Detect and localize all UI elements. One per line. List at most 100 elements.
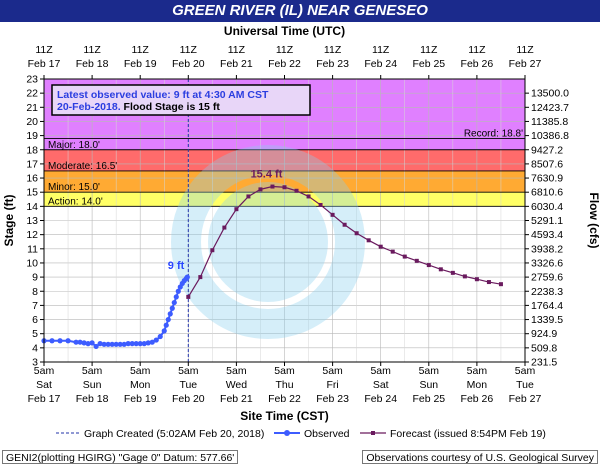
x-tick-day: Thu — [275, 379, 293, 391]
flow-tick-label: 11385.8 — [531, 116, 568, 128]
forecast-point — [462, 274, 467, 279]
flood-category-label: Moderate: 16.5' — [48, 161, 117, 172]
observed-point — [97, 341, 103, 347]
top-x-tick-time: 11Z — [324, 44, 342, 56]
forecast-point — [246, 194, 251, 199]
forecast-point — [270, 184, 275, 189]
top-x-tick-time: 11Z — [35, 44, 53, 56]
top-x-tick-date: Feb 22 — [268, 58, 301, 70]
y-tick-label: 5 — [32, 328, 38, 340]
y-tick-label: 19 — [26, 130, 38, 142]
top-x-tick-date: Feb 25 — [412, 58, 445, 70]
x-tick-date: Feb 17 — [28, 393, 61, 405]
flood-category-label: Action: 14.0' — [48, 196, 103, 207]
y-tick-label: 6 — [32, 314, 38, 326]
legend-forecast-marker — [371, 431, 375, 435]
forecast-point — [294, 188, 299, 193]
x-tick-day: Mon — [130, 379, 151, 391]
x-tick-time: 5am — [226, 365, 247, 377]
observed-point — [89, 340, 95, 346]
x-tick-time: 5am — [34, 365, 55, 377]
forecast-point — [198, 275, 203, 280]
observed-latest-label: 9 ft — [168, 260, 185, 272]
flow-tick-label: 13500.0 — [531, 88, 569, 100]
observed-point — [153, 337, 159, 343]
x-tick-date: Feb 27 — [509, 393, 542, 405]
legend-graph-created: Graph Created (5:02AM Feb 20, 2018) — [84, 428, 264, 440]
latest-observed-text: Latest observed value: 9 ft at 4:30 AM C… — [57, 89, 269, 101]
observed-point — [77, 339, 83, 345]
observed-point — [57, 338, 63, 344]
y-tick-label: 13 — [26, 215, 38, 227]
observed-point — [81, 340, 87, 346]
legend-forecast: Forecast (issued 8:54PM Feb 19) — [390, 428, 546, 440]
forecast-point — [210, 248, 215, 253]
y-tick-label: 22 — [26, 88, 38, 100]
flow-tick-label: 3938.2 — [531, 243, 563, 255]
top-x-tick-date: Feb 19 — [124, 58, 157, 70]
y-tick-label: 9 — [32, 272, 38, 284]
observed-point — [141, 341, 147, 347]
observed-point — [167, 311, 173, 317]
top-x-tick-date: Feb 27 — [509, 58, 542, 70]
forecast-point — [402, 254, 407, 259]
observed-point — [165, 316, 171, 323]
y-tick-label: 18 — [26, 144, 38, 156]
x-tick-day: Sat — [36, 379, 52, 391]
flow-tick-label: 509.8 — [531, 342, 557, 354]
flow-tick-label: 12423.7 — [531, 102, 569, 114]
record-label: Record: 18.8' — [464, 128, 523, 139]
flow-tick-label: 1339.5 — [531, 314, 563, 326]
x-tick-time: 5am — [515, 365, 536, 377]
usgs-credit: Observations courtesy of U.S. Geological… — [362, 450, 598, 464]
top-x-tick-date: Feb 26 — [461, 58, 494, 70]
observed-point — [171, 299, 177, 306]
observed-point — [175, 288, 181, 294]
y-tick-label: 14 — [26, 201, 38, 213]
y-tick-label: 3 — [32, 357, 38, 369]
y-tick-label: 10 — [26, 257, 38, 269]
observed-point — [49, 338, 55, 344]
observed-point — [109, 341, 115, 347]
y-tick-label: 17 — [26, 158, 38, 170]
forecast-point — [498, 282, 503, 287]
forecast-crest-label: 15.4 ft — [251, 169, 283, 181]
x-tick-date: Feb 19 — [124, 393, 157, 405]
observed-point — [157, 333, 163, 340]
observed-point — [184, 274, 190, 280]
observed-point — [173, 294, 179, 300]
observed-point — [149, 339, 155, 345]
forecast-point — [438, 267, 443, 272]
top-x-tick-time: 11Z — [132, 44, 150, 56]
forecast-point — [258, 187, 263, 192]
observed-point — [117, 341, 123, 347]
flood-category-label: Minor: 15.0' — [48, 182, 100, 193]
x-axis-label: Site Time (CST) — [240, 409, 328, 423]
x-tick-time: 5am — [419, 365, 440, 377]
flow-tick-label: 924.9 — [531, 328, 557, 340]
flow-tick-label: 231.5 — [531, 357, 557, 369]
legend-observed-marker — [284, 430, 290, 436]
top-x-tick-date: Feb 20 — [172, 58, 205, 70]
flow-tick-label: 5291.1 — [531, 215, 563, 227]
flood-category-label: Major: 18.0' — [48, 140, 100, 151]
x-tick-time: 5am — [82, 365, 103, 377]
observed-point — [85, 341, 91, 347]
x-tick-day: Sun — [83, 379, 102, 391]
chart-title: GREEN RIVER (IL) NEAR GENESEO — [0, 0, 600, 22]
observed-point — [169, 305, 175, 311]
y-tick-label: 7 — [32, 300, 38, 312]
x-tick-time: 5am — [130, 365, 151, 377]
top-x-tick-time: 11Z — [228, 44, 246, 56]
observed-point — [129, 341, 135, 347]
y-tick-label: 4 — [32, 342, 38, 354]
x-tick-day: Tue — [179, 379, 197, 391]
observed-point — [101, 341, 107, 347]
top-x-tick-date: Feb 24 — [364, 58, 397, 70]
flood-stage-value: Flood Stage is 15 ft — [124, 101, 221, 113]
observed-point — [163, 322, 169, 328]
forecast-point — [330, 212, 335, 217]
top-axis-label: Universal Time (UTC) — [224, 24, 345, 38]
flood-stage-text: 20-Feb-2018. Flood Stage is 15 ft — [57, 101, 220, 113]
observed-point — [105, 341, 111, 347]
